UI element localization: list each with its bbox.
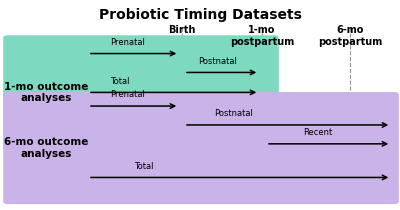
Text: Postnatal: Postnatal (198, 57, 238, 66)
Text: Total: Total (110, 77, 130, 86)
FancyBboxPatch shape (3, 92, 399, 204)
Text: Prenatal: Prenatal (110, 90, 146, 99)
Text: 6-mo
postpartum: 6-mo postpartum (318, 25, 382, 47)
Text: 1-mo
postpartum: 1-mo postpartum (230, 25, 294, 47)
Text: Prenatal: Prenatal (110, 38, 146, 47)
Text: Probiotic Timing Datasets: Probiotic Timing Datasets (98, 8, 302, 22)
Text: Recent: Recent (303, 128, 333, 137)
FancyBboxPatch shape (3, 35, 279, 150)
Text: 6-mo outcome
analyses: 6-mo outcome analyses (4, 137, 88, 159)
Text: Postnatal: Postnatal (214, 109, 254, 118)
Text: 1-mo outcome
analyses: 1-mo outcome analyses (4, 82, 88, 103)
Text: Total: Total (134, 162, 154, 171)
Text: Birth: Birth (168, 25, 196, 35)
